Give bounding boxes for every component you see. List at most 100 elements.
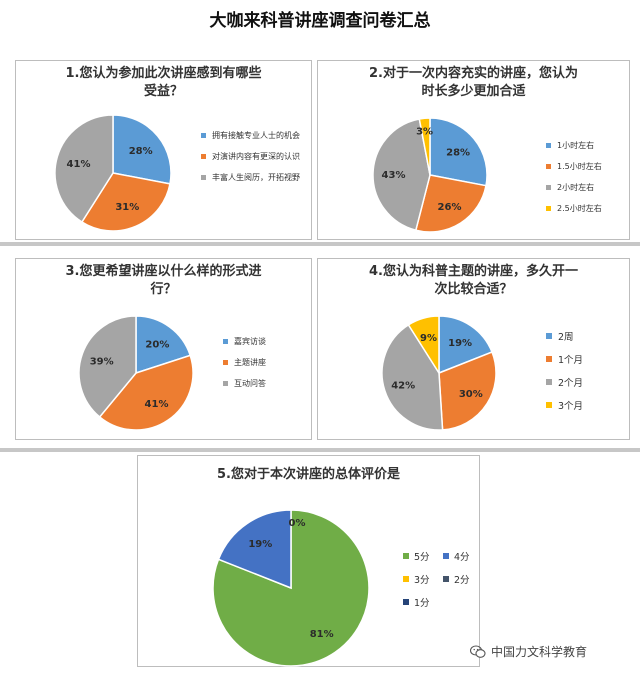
pie-slice [407,315,440,376]
legend-item: 4分 [443,549,483,563]
legend-item: 1小时左右 [546,135,602,156]
separator [0,242,640,246]
legend-swatch [546,401,552,408]
chart-legend: 拥有接触专业人士的机会对演讲内容有更深的认识 丰富人生阅历，开拓视野 [201,125,300,188]
pie-chart: 81% 19% 0% [212,509,370,667]
legend-label: 主题讲座 [234,358,266,367]
slice-label: 20% [145,340,169,351]
legend-label: 5分 [414,551,430,563]
chart-title-line: 5.您对于本次讲座的总体评价是 [217,467,400,482]
legend-item: 3分 [403,572,443,586]
slice-label: 39% [90,357,114,368]
chart-title: 2.对于一次内容充实的讲座，您认为 时长多少更加合适 [318,65,629,101]
chart-panel-5: 5.您对于本次讲座的总体评价是 81% 19% 0% 5分 4分 3分 2分 1分 [137,455,480,667]
chart-panel-2: 2.对于一次内容充实的讲座，您认为 时长多少更加合适 28% 26% 43% 3% 1… [317,60,630,240]
legend-item: 2小时左右 [546,177,602,198]
legend-label: 1小时左右 [557,141,595,150]
legend-swatch [546,185,551,190]
legend-label: 互动问答 [234,379,266,388]
pie-slice [112,114,172,185]
chart-title: 3.您更希望讲座以什么样的形式进 行？ [16,263,311,299]
legend-item: 1.5小时左右 [546,156,602,177]
legend-swatch [201,175,206,180]
pie-slice [98,354,194,431]
legend-swatch [546,332,552,339]
watermark: 中国力文科学教育 [470,643,587,660]
chart-title-line: 4.您认为科普主题的讲座，多久开一 [369,264,578,279]
pie-slice [414,174,487,233]
chart-title-line: 受益？ [143,84,183,99]
pie-slice [78,315,137,418]
legend-swatch [546,355,552,362]
slice-label: 41% [67,159,91,170]
legend-label: 4分 [454,551,470,563]
legend-label: 2个月 [558,377,584,389]
legend-item: 2.5小时左右 [546,198,602,219]
slice-label: 28% [446,148,470,159]
legend-swatch [546,164,551,169]
legend-swatch [201,133,206,138]
legend-swatch [546,378,552,385]
pie-slice [54,114,114,224]
chart-legend: 2周 1个月 2个月 3个月 [546,324,583,416]
legend-label: 对演讲内容有更深的认识 [212,152,300,161]
legend-label: 3个月 [558,400,584,412]
slice-label: 26% [438,202,462,213]
legend-label: 1.5小时左右 [557,162,602,171]
legend-swatch [403,552,409,559]
chart-title-line: 次比较合适？ [434,282,513,297]
chart-title-line: 3.您更希望讲座以什么样的形式进 [65,264,262,279]
legend-swatch [403,598,409,605]
legend-item: 3个月 [546,393,583,416]
legend-item: 5分 [403,549,443,563]
page-title: 大咖来科普讲座调查问卷汇总 [209,11,431,31]
legend-label: 丰富人生阅历，开拓视野 [212,173,300,182]
wechat-icon [470,644,486,658]
pie-chart: 28% 26% 43% 3% [372,117,488,233]
legend-swatch [223,360,228,365]
legend-item: 拥有接触专业人士的机会 [201,125,300,146]
chart-title-line: 1.您认为参加此次讲座感到有哪些 [65,66,262,81]
legend-label: 1分 [414,597,430,609]
slice-label: 31% [115,202,139,213]
legend-label: 1个月 [558,354,584,366]
slice-label: 3% [416,127,433,138]
legend-label: 2小时左右 [557,183,595,192]
slice-label: 81% [310,629,334,640]
legend-label: 嘉宾访谈 [234,337,266,346]
chart-title-line: 时长多少更加合适 [421,84,526,99]
watermark-text: 中国力文科学教育 [491,645,588,659]
pie-slice [212,509,370,667]
pie-slice [438,315,493,375]
legend-swatch [223,381,228,386]
chart-legend: 5分 4分 3分 2分 1分 [403,544,483,613]
legend-swatch [443,575,449,582]
chart-panel-1: 1.您认为参加此次讲座感到有哪些 受益？ 28% 31% 41% 拥有接触专业人士的… [15,60,312,240]
chart-title: 4.您认为科普主题的讲座，多久开一 次比较合适？ [318,263,629,299]
legend-item: 主题讲座 [223,352,266,373]
legend-swatch [223,339,228,344]
slice-label: 41% [145,399,169,410]
pie-slice [135,315,192,375]
legend-item: 2周 [546,324,583,347]
slice-label: 9% [420,333,437,344]
legend-swatch [546,143,551,148]
pie-slice [429,117,488,187]
legend-label: 2周 [558,331,574,343]
legend-item: 对演讲内容有更深的认识 [201,146,300,167]
chart-panel-4: 4.您认为科普主题的讲座，多久开一 次比较合适？ 19% 30% 42% 9% 2周 1… [317,258,630,440]
legend-label: 2.5小时左右 [557,204,602,213]
legend-swatch [443,552,449,559]
pie-slice [438,351,497,431]
legend-label: 2分 [454,574,470,586]
slice-label: 28% [129,146,153,157]
slice-label: 43% [382,170,406,181]
legend-swatch [403,575,409,582]
pie-slice [217,509,292,590]
pie-slice [381,323,444,431]
pie-chart: 19% 30% 42% 9% [381,315,497,431]
slice-label: 30% [459,389,483,400]
legend-swatch [201,154,206,159]
chart-legend: 1小时左右 1.5小时左右 2小时左右 2.5小时左右 [546,135,602,219]
legend-item: 嘉宾访谈 [223,331,266,352]
